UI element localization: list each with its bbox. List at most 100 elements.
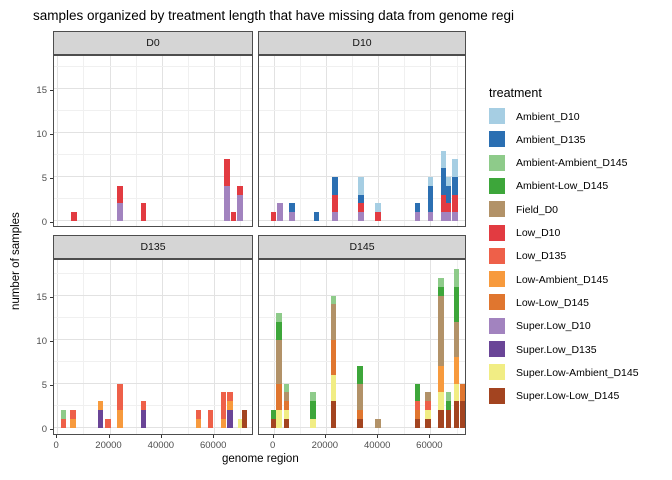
y-tick-label: 10 (36, 129, 47, 140)
legend-item-label: Super.Low_D135 (516, 343, 597, 356)
bar-segment (332, 194, 338, 213)
gridline-vertical (161, 56, 163, 226)
y-tick-mark (50, 90, 53, 91)
x-tick-label: 0 (53, 440, 59, 451)
gridline-horizontal (259, 132, 465, 133)
gridline-vertical (188, 56, 189, 226)
y-tick-label: 15 (36, 291, 47, 303)
bar-segment (445, 392, 452, 402)
gridline-horizontal (54, 176, 252, 177)
bar-segment (330, 304, 337, 340)
bar-segment (427, 177, 434, 186)
bar-segment (453, 269, 460, 287)
gridline-vertical (404, 56, 406, 226)
gridline-vertical (273, 260, 275, 434)
x-tick-label: 60000 (416, 440, 443, 451)
bar-segment (414, 418, 421, 428)
legend-swatch (489, 108, 505, 124)
bar-segment (330, 295, 337, 305)
bar-segment (375, 212, 381, 221)
bar-segment (70, 418, 76, 428)
bar-segment (237, 194, 243, 221)
bar-segment (117, 185, 123, 204)
gridline-horizontal (259, 360, 465, 362)
bar-segment (445, 185, 452, 204)
y-tick-label: 5 (41, 379, 47, 391)
bar-segment (97, 401, 104, 410)
bar-segment (375, 203, 381, 213)
bar-segment (445, 212, 452, 221)
facet-strip-D135: D135 (53, 235, 253, 259)
bar-segment (452, 212, 458, 221)
bar-segment (375, 418, 381, 428)
legend-swatch (489, 271, 505, 288)
bar-segment (237, 185, 243, 195)
bar-segment (438, 277, 444, 287)
bar-segment (105, 418, 111, 428)
gridline-horizontal (259, 338, 465, 340)
gridline-vertical (378, 56, 380, 226)
bar-segment (283, 401, 290, 410)
legend-swatch (489, 154, 505, 171)
bar-segment (283, 409, 290, 419)
facet-strip-D10: D10 (258, 31, 466, 55)
bar-segment (445, 409, 452, 428)
gridline-vertical (325, 260, 327, 434)
gridline-vertical (161, 260, 163, 434)
bar-segment (427, 212, 434, 221)
gridline-horizontal (259, 316, 465, 318)
facet-panel-D145 (258, 259, 466, 435)
x-tick-label: 20000 (95, 440, 122, 451)
bar-segment (220, 418, 227, 428)
x-tick-mark (377, 435, 379, 438)
y-tick-mark (50, 222, 53, 223)
facet-strip-label: D145 (349, 241, 375, 253)
bar-segment (358, 203, 364, 213)
facet-panel-D135 (53, 259, 253, 435)
facet-strip-label: D0 (146, 37, 160, 49)
chart-title: samples organized by treatment length th… (33, 8, 515, 23)
gridline-horizontal (259, 154, 465, 155)
legend-swatch (489, 224, 505, 241)
gridline-vertical (214, 56, 216, 226)
gridline-horizontal (259, 272, 465, 274)
bar-segment (438, 365, 444, 393)
bar-segment (425, 401, 431, 410)
legend-item-label: Low_D10 (516, 227, 561, 239)
legend-swatch (489, 177, 505, 194)
legend-item-label: Ambient_D10 (516, 110, 580, 123)
gridline-vertical (83, 56, 85, 226)
bar-segment (289, 203, 295, 213)
gridline-vertical (135, 260, 137, 434)
bar-segment (438, 392, 444, 410)
bar-segment (140, 203, 147, 221)
legend-item-label: Ambient-Ambient_D145 (516, 157, 628, 170)
y-tick-label: 0 (41, 217, 47, 228)
bar-segment (227, 392, 233, 402)
bar-segment (357, 383, 363, 410)
facet-strip-label: D135 (140, 241, 166, 253)
bar-segment (330, 401, 337, 428)
y-tick-mark (50, 428, 53, 430)
facet-panel-D0 (53, 55, 253, 227)
bar-segment (276, 313, 282, 322)
gridline-vertical (430, 260, 432, 434)
legend-item-label: Ambient_D135 (516, 133, 586, 146)
bar-segment (207, 409, 214, 428)
x-tick-mark (160, 435, 162, 438)
bar-segment (224, 159, 230, 186)
bar-segment (270, 418, 277, 428)
bar-segment (452, 177, 458, 195)
bar-segment (357, 409, 363, 419)
gridline-vertical (404, 260, 406, 434)
bar-segment (358, 212, 364, 221)
bar-segment (425, 409, 431, 419)
bar-segment (283, 392, 290, 402)
x-tick-mark (324, 435, 326, 438)
bar-segment (276, 409, 282, 428)
legend-item-label: Super.Low-Low_D145 (516, 390, 620, 403)
x-tick-label: 40000 (147, 440, 175, 451)
bar-segment (358, 177, 364, 195)
bar-segment (453, 286, 460, 322)
legend-swatch (489, 317, 505, 334)
